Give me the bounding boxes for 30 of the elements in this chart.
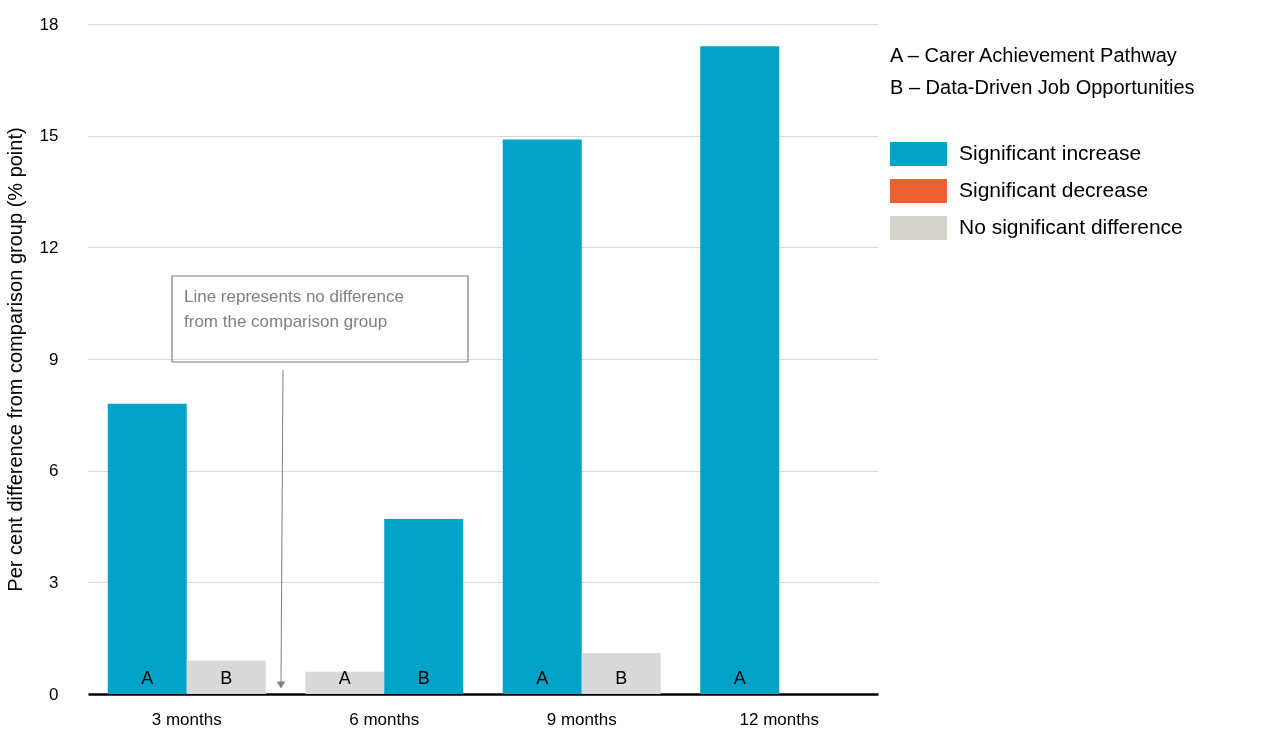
series-label: B	[220, 668, 233, 688]
y-tick-label: 3	[49, 572, 59, 592]
text: B	[615, 668, 628, 688]
bar	[581, 653, 661, 694]
series-label: A	[338, 668, 351, 688]
text: A	[733, 668, 746, 688]
y-tick-label: 6	[49, 461, 59, 481]
x-tick-label: 3 months	[151, 709, 222, 729]
legend-label: Significant increase	[959, 141, 1142, 164]
annotation: Line represents no difference from the comparison group	[184, 287, 404, 331]
y-tick-label: 15	[39, 126, 59, 146]
y-tick-label: 12	[39, 237, 59, 257]
bar	[186, 660, 266, 694]
legend-label: No significant difference	[959, 215, 1183, 238]
text: A – Carer Achievement Pathway	[890, 44, 1177, 66]
x-tick-label: 6 months	[349, 709, 420, 729]
text: B	[417, 668, 430, 688]
text: A	[141, 668, 154, 688]
y-tick-label: 0	[49, 684, 59, 704]
bar	[502, 139, 582, 694]
y-axis-title: Per cent difference from comparison group (% point)	[3, 127, 26, 592]
y-tick-label: 9	[49, 349, 59, 369]
x-tick-label: 9 months	[546, 709, 617, 729]
x-tick-label: 12 months	[739, 709, 819, 729]
bar	[700, 46, 780, 694]
legend-label: Significant decrease	[959, 178, 1149, 201]
text: B – Data-Driven Job Opportunities	[890, 76, 1195, 98]
text: A	[536, 668, 549, 688]
y-tick-label: 18	[39, 14, 59, 34]
bar	[107, 403, 187, 694]
